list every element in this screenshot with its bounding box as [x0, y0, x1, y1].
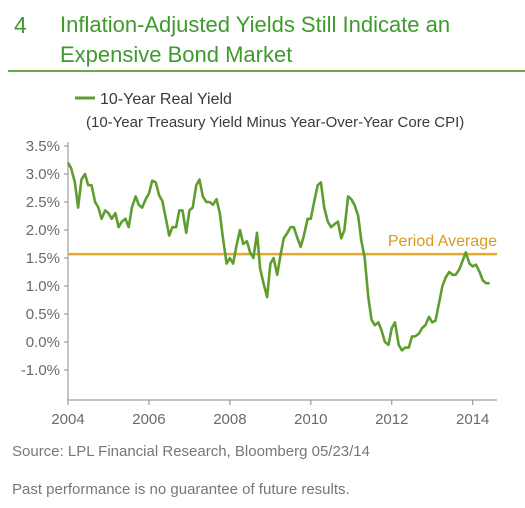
x-tick-label: 2004 [51, 411, 84, 428]
legend-series-label: 10-Year Real Yield [100, 91, 232, 108]
y-tick-label: 0.0% [26, 334, 60, 351]
disclaimer-note: Past performance is no guarantee of futu… [12, 481, 350, 498]
x-tick-labels: 2004 2006 2008 2010 2012 2014 [51, 400, 489, 428]
y-tick-labels: 3.5% 3.0% 2.5% 2.0% 1.5% 1.0% 0.5% 0.0% -1.0% [21, 138, 68, 379]
x-tick-label: 2010 [294, 411, 327, 428]
period-average-label: Period Average [388, 233, 497, 250]
y-tick-label: 1.0% [26, 278, 60, 295]
x-tick-label: 2014 [456, 411, 489, 428]
source-note: Source: LPL Financial Research, Bloomber… [12, 443, 370, 460]
legend-subtitle: (10-Year Treasury Yield Minus Year-Over-… [86, 114, 464, 131]
x-tick-label: 2008 [213, 411, 246, 428]
series-layer [66, 162, 490, 352]
x-tick-label: 2006 [132, 411, 165, 428]
y-tick-label: 3.0% [26, 166, 60, 183]
y-tick-label: 0.5% [26, 306, 60, 323]
figure-header: 4 Inflation-Adjusted Yields Still Indica… [8, 6, 518, 70]
real-yield-line-chart: 10-Year Real Yield (10-Year Treasury Yie… [21, 91, 497, 428]
y-tick-label: 2.0% [26, 222, 60, 239]
series-line-real-yield [66, 162, 490, 352]
figure-title: Inflation-Adjusted Yields Still Indicate… [60, 12, 451, 67]
figure-number: 4 [14, 12, 27, 38]
chart-legend: 10-Year Real Yield (10-Year Treasury Yie… [75, 91, 464, 131]
y-tick-label: 1.5% [26, 250, 60, 267]
x-tick-label: 2012 [375, 411, 408, 428]
y-tick-label: -1.0% [21, 362, 60, 379]
y-tick-label: 2.5% [26, 194, 60, 211]
header-rule [8, 70, 525, 72]
y-tick-label: 3.5% [26, 138, 60, 155]
